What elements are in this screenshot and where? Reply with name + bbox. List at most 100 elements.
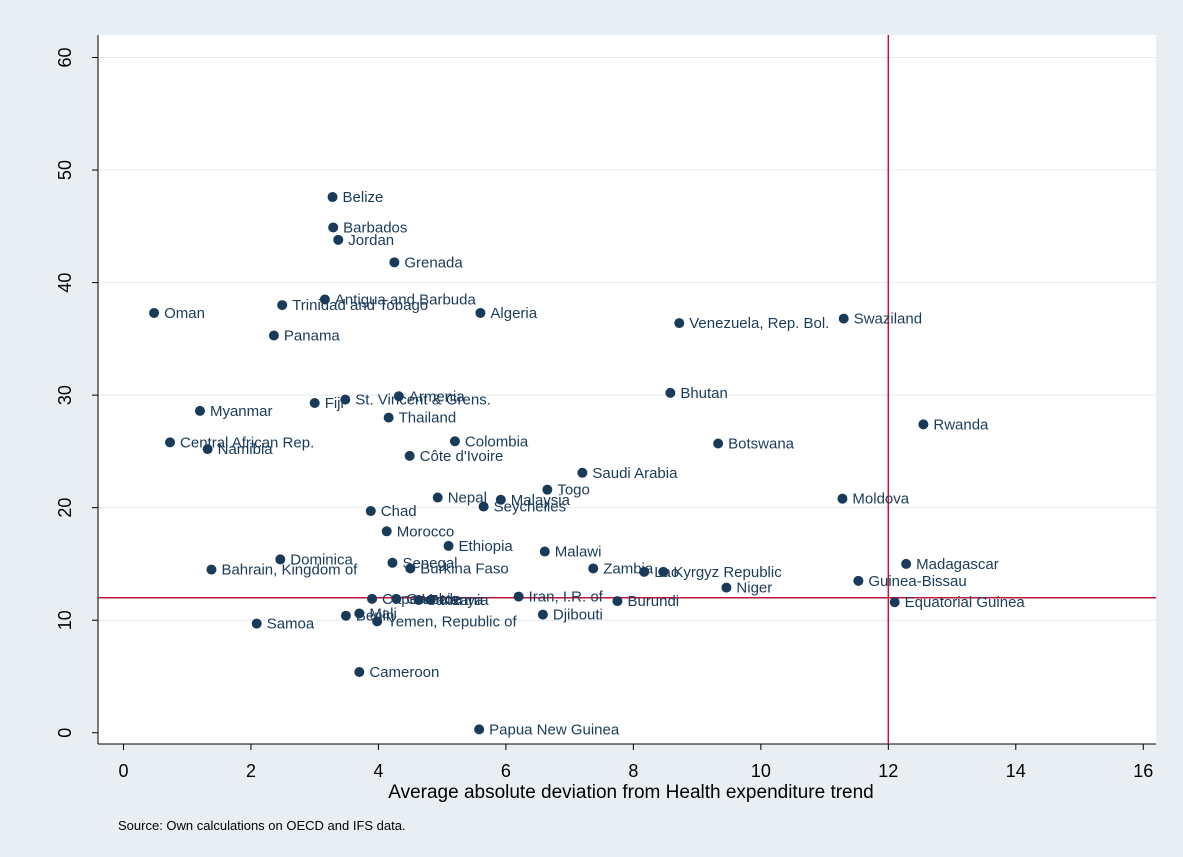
point-label: Nepal	[448, 490, 487, 507]
point-markers	[149, 192, 929, 735]
y-tick-label: 40	[55, 273, 75, 293]
data-point	[542, 484, 553, 495]
point-label: Yemen, Republic of	[387, 613, 517, 630]
point-label: Burundi	[627, 593, 679, 610]
point-label: Côte d'Ivoire	[420, 448, 504, 465]
y-tick-label: 30	[55, 385, 75, 405]
point-label: Samoa	[267, 616, 315, 633]
data-point	[333, 234, 344, 245]
data-point	[202, 444, 213, 455]
data-point	[268, 330, 279, 341]
point-label: Jordan	[348, 232, 394, 249]
point-label: Myanmar	[210, 403, 273, 420]
point-label: Panama	[284, 327, 341, 344]
point-label: Kyrgyz Republic	[673, 564, 782, 581]
point-label: Chad	[381, 503, 417, 520]
x-tick-label: 0	[118, 761, 128, 781]
data-point	[665, 387, 676, 398]
x-tick-label: 2	[246, 761, 256, 781]
point-label: Iran, I.R. of	[529, 589, 604, 606]
data-point	[918, 419, 929, 430]
data-point	[327, 192, 338, 203]
point-label: Oman	[164, 305, 205, 322]
data-point	[658, 566, 669, 577]
point-label: Morocco	[397, 523, 455, 540]
point-label: Lao	[654, 564, 679, 581]
data-point	[449, 436, 460, 447]
data-point	[391, 593, 402, 604]
data-point	[340, 610, 351, 621]
x-tick-label: 10	[751, 761, 771, 781]
data-point	[367, 593, 378, 604]
point-label: Venezuela, Rep. Bol.	[689, 315, 829, 332]
data-point	[319, 294, 330, 305]
point-label: Belize	[343, 189, 384, 206]
data-point	[387, 557, 398, 568]
point-label: Ethiopia	[459, 538, 514, 555]
point-label: Niger	[736, 580, 772, 597]
data-point	[475, 307, 486, 318]
data-point	[901, 558, 912, 569]
point-label: Armenia	[409, 388, 466, 405]
data-point	[853, 575, 864, 586]
data-point	[413, 594, 424, 605]
data-point	[577, 467, 588, 478]
y-tick-label: 60	[55, 47, 75, 67]
point-label: Benin	[356, 608, 394, 625]
point-label: Burkina Faso	[420, 560, 508, 577]
point-label: Gambia	[406, 591, 459, 608]
x-tick-label: 12	[878, 761, 898, 781]
data-point	[674, 318, 685, 329]
data-point	[328, 222, 339, 233]
data-point	[206, 564, 217, 575]
point-label: Togo	[557, 482, 590, 499]
point-label: Central African Rep.	[180, 434, 314, 451]
data-point	[889, 597, 900, 608]
point-label: Botswana	[728, 436, 795, 453]
y-tick-label: 20	[55, 498, 75, 518]
point-label: Dominica	[290, 551, 353, 568]
data-point	[443, 540, 454, 551]
point-label: Grenada	[404, 254, 463, 271]
data-point	[537, 609, 548, 620]
data-point	[354, 666, 365, 677]
point-label: Trinidad and Tobago	[292, 297, 428, 314]
point-label: Zambia	[603, 560, 654, 577]
grid-lines	[98, 57, 1156, 621]
y-tick-label: 10	[55, 610, 75, 630]
point-label: Bahrain, Kingdom of	[221, 562, 358, 579]
point-label: Kenya	[441, 592, 484, 609]
x-tick-label: 8	[628, 761, 638, 781]
point-label: Fiji	[325, 395, 344, 412]
point-label: Swaziland	[854, 311, 922, 328]
data-point	[393, 391, 404, 402]
data-point	[149, 307, 160, 318]
x-tick-label: 16	[1133, 761, 1153, 781]
point-label: Thailand	[399, 410, 457, 427]
data-point	[837, 493, 848, 504]
data-point	[612, 596, 623, 607]
point-label: Rwanda	[933, 416, 989, 433]
x-tick-label: 4	[373, 761, 383, 781]
point-label: Tanzania	[429, 592, 490, 609]
axes: 0 10 20 30 40 50 60 0 2 4 6 8 10 12 14 16	[55, 35, 1156, 781]
plot-area	[98, 35, 1156, 744]
data-point	[404, 450, 415, 461]
y-tick-label: 0	[55, 728, 75, 738]
y-tick-label: 50	[55, 160, 75, 180]
data-point	[381, 526, 392, 537]
point-label: Equatorial Guinea	[905, 594, 1026, 611]
point-label: Moldova	[852, 491, 909, 508]
point-label: Papua New Guinea	[489, 721, 620, 738]
point-label: Cape Verde	[382, 591, 461, 608]
point-label: Djibouti	[553, 607, 603, 624]
reference-lines	[98, 35, 1156, 744]
data-point	[513, 591, 524, 602]
data-point	[721, 582, 732, 593]
point-label: Saudi Arabia	[592, 465, 678, 482]
data-point	[340, 394, 351, 405]
x-axis-title: Average absolute deviation from Health e…	[388, 782, 874, 803]
